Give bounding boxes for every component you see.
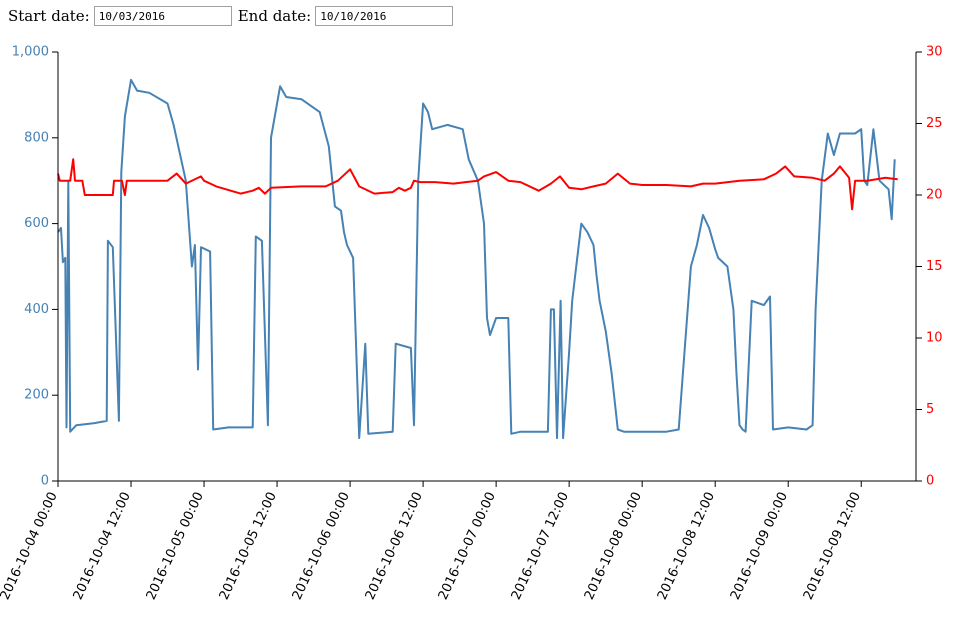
y-right-tick-label: 30 bbox=[926, 45, 943, 60]
x-tick-label: 2016-10-06 12:00 bbox=[363, 490, 426, 603]
y-left-tick-label: 800 bbox=[24, 130, 49, 145]
y-right-tick-label: 15 bbox=[926, 259, 943, 274]
x-tick-label: 2016-10-08 00:00 bbox=[582, 490, 645, 603]
y-left-tick-label: 600 bbox=[24, 216, 49, 231]
x-tick-label: 2016-10-05 12:00 bbox=[217, 490, 280, 603]
y-right-tick-label: 20 bbox=[926, 188, 943, 203]
x-tick-label: 2016-10-09 12:00 bbox=[801, 490, 864, 603]
y-right-tick-label: 25 bbox=[926, 116, 943, 131]
x-tick-label: 2016-10-07 12:00 bbox=[509, 490, 572, 603]
date-controls: Start date: End date: bbox=[8, 6, 459, 26]
x-tick-label: 2016-10-04 12:00 bbox=[71, 490, 134, 603]
y-left-tick-label: 200 bbox=[24, 388, 49, 403]
y-right-tick-label: 0 bbox=[926, 474, 934, 489]
x-tick-label: 2016-10-07 00:00 bbox=[436, 490, 499, 603]
x-tick-label: 2016-10-04 00:00 bbox=[0, 490, 61, 603]
x-tick-label: 2016-10-06 00:00 bbox=[290, 490, 353, 603]
y-left-tick-label: 0 bbox=[41, 474, 49, 489]
start-date-label: Start date: bbox=[8, 7, 90, 25]
x-tick-label: 2016-10-09 00:00 bbox=[728, 490, 791, 603]
end-date-input[interactable] bbox=[315, 6, 454, 26]
end-date-label: End date: bbox=[237, 7, 312, 25]
y-left-tick-label: 1,000 bbox=[12, 45, 49, 60]
left-series-line bbox=[57, 78, 896, 440]
y-right-tick-label: 10 bbox=[926, 331, 943, 346]
x-tick-label: 2016-10-05 00:00 bbox=[144, 490, 207, 603]
start-date-input[interactable] bbox=[93, 6, 232, 26]
y-right-tick-label: 5 bbox=[926, 402, 934, 417]
y-left-tick-label: 400 bbox=[24, 302, 49, 317]
right-series-line bbox=[57, 158, 898, 211]
x-tick-label: 2016-10-08 12:00 bbox=[655, 490, 718, 603]
